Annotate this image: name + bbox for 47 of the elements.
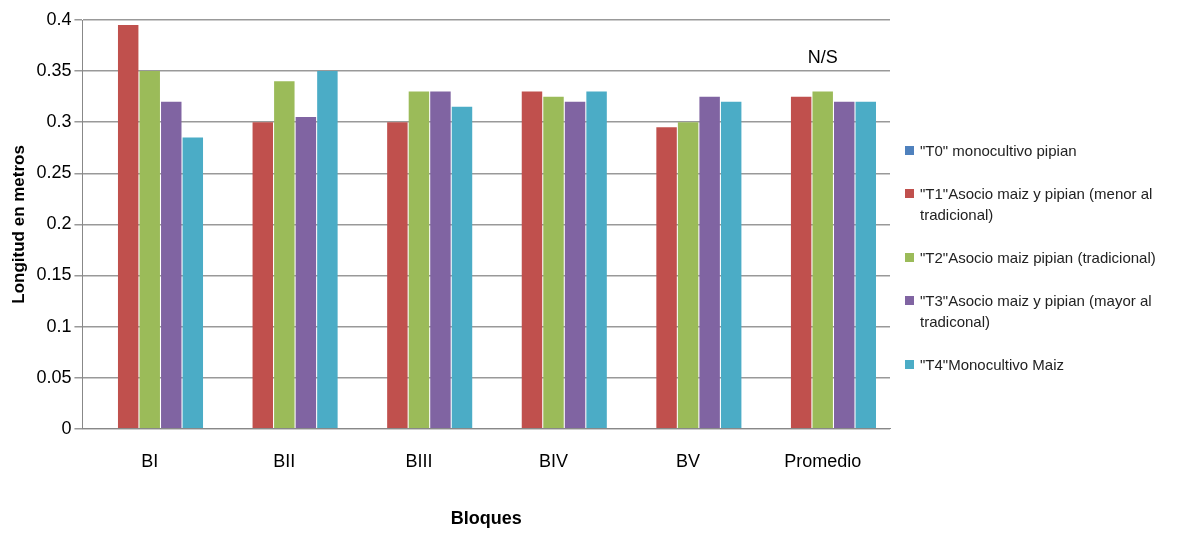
legend-label: "T1"Asocio maiz y pipian (menor al tradicional) xyxy=(920,184,1154,225)
y-tick-label: 0.1 xyxy=(46,315,72,336)
bar xyxy=(274,81,295,429)
bar xyxy=(564,101,586,429)
bar xyxy=(586,91,607,429)
legend-label: "T0" monocultivo pipian xyxy=(920,141,1077,161)
y-tick-label: 0 xyxy=(61,417,72,438)
bar xyxy=(699,96,720,429)
bar xyxy=(451,106,473,429)
x-tick-label: BIV xyxy=(539,450,569,471)
x-tick-label: Promedio xyxy=(784,450,862,471)
bar xyxy=(790,96,812,429)
bar xyxy=(161,101,182,429)
x-tick-label: BIII xyxy=(405,450,433,471)
y-tick-label: 0.15 xyxy=(36,264,72,285)
y-tick-label: 0.4 xyxy=(46,8,72,29)
x-tick-label: BI xyxy=(141,450,159,471)
bar xyxy=(543,96,564,429)
x-axis-title: Bloques xyxy=(450,508,522,529)
y-axis-title: Longitud en metros xyxy=(8,145,28,304)
bar xyxy=(295,117,317,429)
y-tick-label: 0.25 xyxy=(36,162,72,183)
bar xyxy=(656,127,677,429)
bar xyxy=(521,91,543,429)
y-tick-label: 0.35 xyxy=(36,60,72,81)
legend-label: "T2"Asocio maiz pipian (tradicional) xyxy=(920,248,1156,268)
bar xyxy=(855,101,876,429)
y-tick-label: 0.3 xyxy=(46,111,72,132)
legend-label: "T4"Monocultivo Maiz xyxy=(920,355,1065,375)
bar xyxy=(317,71,338,429)
bar xyxy=(182,137,204,429)
bar xyxy=(720,101,742,429)
bar xyxy=(117,25,139,429)
bar xyxy=(430,91,451,429)
bar xyxy=(387,122,408,429)
y-tick-label: 0.05 xyxy=(36,366,72,387)
bar xyxy=(408,91,430,429)
annotation: N/S xyxy=(807,46,838,67)
bar xyxy=(812,91,833,429)
x-tick-label: BII xyxy=(273,450,296,471)
bar xyxy=(677,122,699,429)
x-tick-label: BV xyxy=(676,450,701,471)
bar xyxy=(139,71,160,429)
bar xyxy=(834,101,855,429)
legend-label: "T3"Asocio maiz y pipian (mayor al tradiconal) xyxy=(920,291,1153,332)
bar xyxy=(252,122,274,429)
y-tick-label: 0.2 xyxy=(46,213,72,234)
